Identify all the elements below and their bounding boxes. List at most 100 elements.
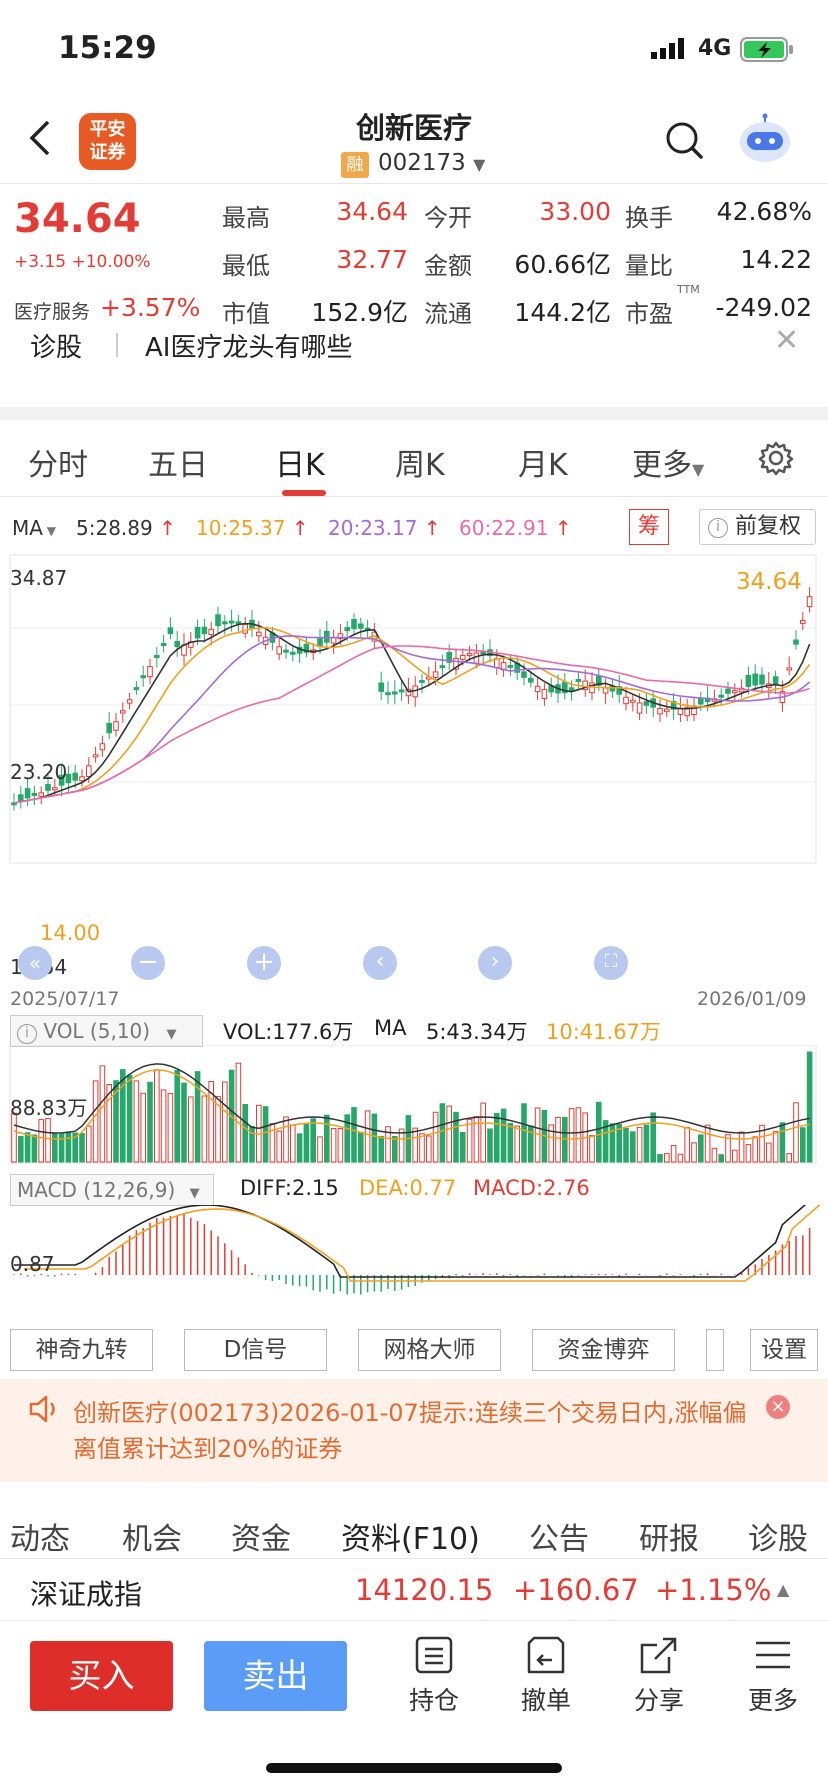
kline-candle <box>337 633 344 640</box>
diagnose-label[interactable]: 诊股 <box>30 333 83 363</box>
volume-bar <box>113 1080 119 1163</box>
battery-icon <box>740 37 793 62</box>
tab-more[interactable]: 更多▼ <box>632 440 704 484</box>
volume-bar <box>514 1125 521 1163</box>
indicator-button-grid-master[interactable]: 网格大师 <box>358 1329 501 1371</box>
tab-announcements[interactable]: 公告 <box>529 1522 589 1557</box>
kline-candle <box>92 754 99 758</box>
volume-bar <box>460 1131 466 1163</box>
tool-cancel-order[interactable]: 撤单 <box>506 1635 586 1717</box>
kline-chart[interactable] <box>0 553 828 983</box>
sell-button[interactable]: 卖出 <box>204 1641 347 1711</box>
search-icon[interactable] <box>664 120 704 162</box>
kline-candle <box>718 694 725 698</box>
tab-weekly-k[interactable]: 周K <box>395 448 445 483</box>
volume-bar <box>643 1124 650 1163</box>
volume-bar <box>194 1071 201 1163</box>
back-button[interactable] <box>26 118 52 169</box>
quote-value-amount: 60.66亿 <box>514 250 611 279</box>
volume-bar <box>766 1142 772 1163</box>
tab-opportunity[interactable]: 机会 <box>122 1522 182 1557</box>
kline-candle <box>276 646 282 655</box>
volume-bar <box>120 1069 126 1163</box>
indicator-button-fund-game[interactable]: 资金博弈 <box>532 1329 675 1371</box>
kline-candle <box>460 654 466 660</box>
quote-label-volratio: 量比 <box>625 252 673 280</box>
indicator-button-partial[interactable] <box>706 1329 724 1371</box>
diagnose-question[interactable]: AI医疗龙头有哪些 <box>145 333 353 363</box>
expand-up-icon[interactable]: ▲ <box>777 1580 790 1599</box>
ma-label: MA <box>12 516 43 540</box>
stock-code: 002173 <box>378 150 466 176</box>
volume-bar <box>378 1135 384 1163</box>
vol-ma10: 10:41.67万 <box>546 1020 661 1044</box>
volume-bar <box>623 1128 629 1163</box>
index-name[interactable]: 深证成指 <box>30 1578 143 1611</box>
volume-bar <box>616 1123 623 1163</box>
tool-share[interactable]: 分享 <box>619 1635 699 1717</box>
volume-bar <box>385 1126 391 1163</box>
adjust-selector[interactable]: i 前复权 <box>699 509 816 545</box>
volume-bar <box>79 1132 85 1163</box>
macd-indicator-selector[interactable]: MACD (12,26,9) ▼ <box>10 1174 214 1206</box>
tool-positions[interactable]: 持仓 <box>394 1635 474 1717</box>
scroll-first-icon[interactable]: « <box>18 946 52 980</box>
macd-label: MACD (12,26,9) <box>17 1178 176 1202</box>
tab-research[interactable]: 研报 <box>639 1522 699 1557</box>
volume-bar <box>337 1128 344 1163</box>
volume-bar <box>358 1131 364 1163</box>
indicator-button-magic-nine[interactable]: 神奇九转 <box>10 1329 153 1371</box>
kline-candle <box>160 643 167 647</box>
indicator-button-d-signal[interactable]: D信号 <box>184 1329 327 1371</box>
volume-bar <box>86 1125 92 1163</box>
macd-dea: DEA:0.77 <box>359 1176 457 1200</box>
tab-daily-k[interactable]: 日K <box>275 448 325 483</box>
scroll-right-icon[interactable]: › <box>478 946 512 980</box>
quote-label-float: 流通 <box>424 300 472 328</box>
macd-chart[interactable] <box>0 1205 828 1320</box>
kline-candle <box>378 682 384 692</box>
volume-bar <box>72 1132 79 1163</box>
kline-candle <box>52 787 58 791</box>
notice-close-icon[interactable]: × <box>766 1395 790 1419</box>
volume-bar <box>759 1124 765 1163</box>
settings-gear-icon[interactable] <box>758 440 794 476</box>
tab-five-day[interactable]: 五日 <box>148 448 208 483</box>
fullscreen-icon[interactable]: ⛶ <box>594 946 628 980</box>
tool-more[interactable]: 更多 <box>733 1635 813 1717</box>
ma-selector[interactable]: MA ▼ <box>12 516 56 540</box>
kline-candle <box>432 671 439 678</box>
tab-funds[interactable]: 资金 <box>231 1522 291 1557</box>
zoom-out-icon[interactable]: − <box>131 946 165 980</box>
quote-value-float: 144.2亿 <box>514 298 611 327</box>
sector-change[interactable]: +3.57% <box>100 293 201 322</box>
caret-down-icon: ▼ <box>166 1027 177 1042</box>
scroll-left-icon[interactable]: ‹ <box>363 946 397 980</box>
home-indicator <box>266 1763 562 1773</box>
close-icon[interactable]: ✕ <box>774 323 800 358</box>
tab-intraday[interactable]: 分时 <box>28 448 88 483</box>
tab-monthly-k[interactable]: 月K <box>518 448 568 483</box>
kline-candle <box>636 702 643 714</box>
chip-distribution-button[interactable]: 筹 <box>629 509 669 545</box>
stock-code-selector[interactable]: 002173 ▼ <box>378 150 485 176</box>
indicator-settings-button[interactable]: 设置 <box>750 1329 818 1371</box>
tab-diagnose[interactable]: 诊股 <box>748 1522 808 1557</box>
risk-notice <box>0 1379 828 1482</box>
volume-bar <box>602 1120 609 1163</box>
tool-cancel-order-label: 撤单 <box>520 1686 571 1715</box>
volume-bar <box>738 1131 745 1163</box>
vol-indicator-selector[interactable]: i VOL (5,10) ▼ <box>10 1015 203 1047</box>
volume-bar <box>480 1102 486 1163</box>
tab-news[interactable]: 动态 <box>10 1522 70 1557</box>
volume-chart[interactable] <box>0 1045 828 1165</box>
volume-bar <box>364 1110 371 1163</box>
kline-candle <box>392 691 398 695</box>
kline-candle <box>521 671 527 678</box>
zoom-in-icon[interactable]: + <box>247 946 281 980</box>
tab-f10[interactable]: 资料(F10) <box>341 1522 480 1557</box>
ai-assistant-icon[interactable] <box>735 112 795 168</box>
volume-bar <box>215 1095 221 1163</box>
volume-bar <box>677 1153 684 1163</box>
buy-button[interactable]: 买入 <box>30 1641 173 1711</box>
